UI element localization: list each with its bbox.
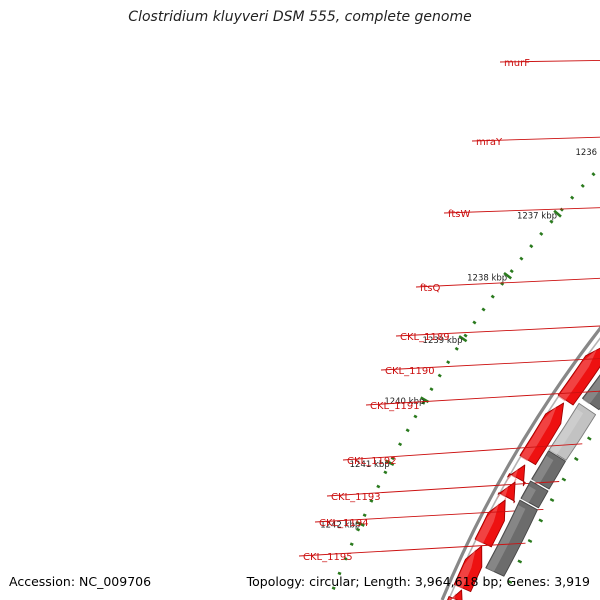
gene-leader-line (342, 443, 583, 461)
map-title: Clostridium kluyveri DSM 555, complete g… (128, 9, 472, 25)
gene-block-highlight (582, 376, 600, 405)
gene-leader-line (380, 358, 600, 371)
gene-leader-line (395, 325, 600, 337)
ruler-tick (463, 333, 468, 338)
ruler-tick (591, 172, 596, 177)
ruler-label: 1239 kbp (423, 336, 463, 346)
gene-track: murF mraY ftsW ftsQ CKL_1189 CKL_1190 CKL_1191… (298, 58, 600, 577)
gene-track-ticks (507, 436, 592, 584)
ruler-label: 1242 kbp (320, 521, 360, 531)
ruler-tick (549, 219, 554, 224)
accession-label: Accession: NC_009706 (9, 574, 152, 589)
gene-leader-line (298, 542, 526, 557)
gene-label: CKL_1194 (319, 518, 369, 529)
gene-block-highlight (532, 455, 554, 484)
genome-summary-label: Topology: circular; Length: 3,964,618 bp… (246, 574, 590, 589)
ruler-tick (343, 556, 348, 561)
cds-arrow-highlight (454, 549, 476, 589)
ruler-tick (446, 360, 451, 365)
gene-label: CKL_1189 (400, 332, 450, 343)
cds-arrow-highlight (496, 485, 509, 504)
ruler-tick (481, 307, 486, 312)
ruler-label: 1241 kbp (350, 460, 390, 470)
cds-arrow-highlight (448, 593, 456, 600)
gene-leader-line (365, 390, 600, 406)
ruler-tick (398, 442, 403, 447)
ruler-label: 1238 kbp (467, 273, 507, 283)
backbone (440, 326, 600, 600)
track-tick (517, 559, 523, 564)
gene-leader-line (471, 136, 600, 142)
ruler-tick (337, 571, 342, 576)
ruler-major-tick (553, 209, 562, 218)
track-tick (573, 456, 579, 462)
gene-leader-line (499, 59, 600, 63)
gene-label: CKL_1192 (347, 456, 397, 467)
ruler-major-tick (385, 459, 395, 466)
ruler-tick (349, 542, 354, 546)
gene-leader-line (415, 277, 600, 288)
cds-track (447, 347, 600, 600)
cds-arrow-highlight (505, 468, 519, 487)
ruler-tick (331, 586, 336, 590)
ruler-label: 1240 kbp (384, 397, 424, 407)
gene-block-highlight (486, 505, 526, 572)
ruler-tick (376, 484, 381, 489)
ruler-tick (490, 294, 495, 299)
ruler-tick (539, 231, 544, 236)
ruler-tick (570, 195, 575, 200)
gene-label: CKL_1191 (370, 401, 420, 412)
ruler-tick (413, 414, 418, 419)
ruler-tick (472, 320, 477, 325)
track-tick (549, 497, 555, 503)
cds-arrow-highlight (558, 349, 597, 402)
gene-block-highlight (521, 486, 536, 503)
cds-arrow-highlight (475, 503, 500, 544)
ruler-tick (580, 183, 585, 188)
ruler-tick (356, 527, 361, 532)
track-tick (527, 539, 533, 543)
track-tick (561, 477, 567, 482)
ruler-major-tick (355, 520, 365, 527)
backbone-arc (440, 326, 600, 600)
ruler-major-tick (503, 271, 512, 280)
ruler-tick (454, 346, 459, 351)
track-tick (507, 580, 513, 584)
gene-label: murF (504, 58, 530, 69)
gene-label: ftsW (448, 209, 470, 220)
ruler-tick (519, 256, 524, 261)
ruler-tick (383, 470, 388, 475)
cds-arrow (507, 464, 526, 487)
gene-leader-line (314, 508, 544, 523)
cds-arrow (447, 589, 463, 600)
ruler-tick (529, 244, 534, 249)
ruler-major-tick (458, 335, 468, 343)
gene-label: CKL_1190 (385, 366, 435, 377)
ruler-label: 1236 kbp (575, 148, 600, 158)
backbone-arc (447, 337, 600, 600)
ruler-tick (421, 400, 426, 405)
ruler-tick (369, 498, 374, 503)
ruler-tick (437, 373, 442, 378)
ruler-tick (429, 387, 434, 392)
gene-label: CKL_1195 (303, 552, 353, 563)
ruler-label: 1237 kbp (517, 212, 557, 222)
gene-leader-line (326, 481, 560, 497)
gene-label: mraY (476, 137, 503, 148)
ruler-tick (509, 269, 514, 274)
gene-leader-line (443, 207, 600, 214)
gene-label: ftsQ (420, 283, 440, 294)
track-tick (586, 436, 592, 441)
ruler-tick (362, 513, 367, 518)
track-tick (538, 518, 544, 523)
ruler-tick (390, 456, 395, 461)
ruler-tick (405, 428, 410, 433)
gene-block-highlight (549, 408, 584, 456)
gene-label: CKL_1193 (331, 492, 381, 503)
